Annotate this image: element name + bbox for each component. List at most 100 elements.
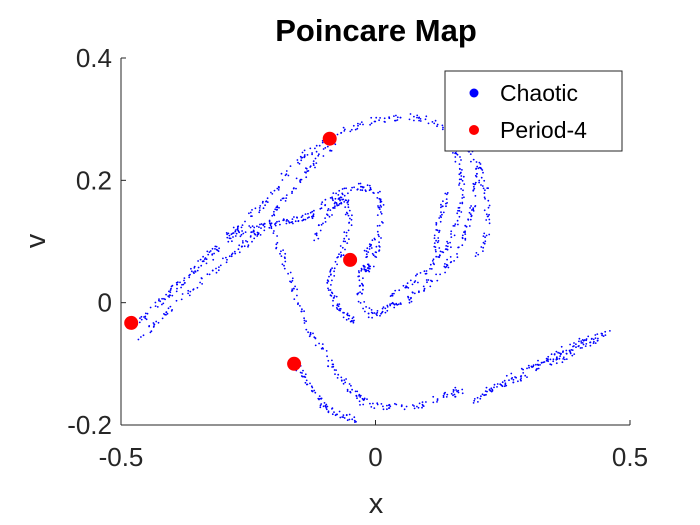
chaotic-point	[450, 230, 453, 233]
chaotic-point	[274, 224, 277, 227]
chaotic-point	[435, 223, 438, 226]
chaotic-point	[344, 240, 347, 243]
legend-chaotic-label: Chaotic	[500, 80, 578, 106]
chaotic-point	[429, 285, 432, 288]
chaotic-point	[467, 218, 469, 221]
chaotic-point	[332, 199, 334, 202]
chaotic-point	[478, 179, 481, 182]
chaotic-point	[329, 269, 332, 272]
chaotic-point	[312, 213, 315, 216]
chaotic-point	[431, 260, 434, 262]
chaotic-point	[240, 233, 243, 236]
chaotic-point	[351, 388, 353, 391]
chaotic-point	[547, 355, 550, 358]
chaotic-point	[457, 246, 459, 249]
chaotic-point	[378, 208, 381, 211]
chaotic-point	[460, 175, 463, 177]
chaotic-point	[562, 358, 565, 360]
chaotic-point	[336, 204, 339, 207]
chaotic-point	[236, 225, 239, 228]
chaotic-point	[602, 335, 605, 337]
chaotic-point	[464, 224, 467, 227]
chaotic-point	[279, 252, 281, 255]
chaotic-point	[301, 151, 304, 154]
chaotic-point	[325, 406, 327, 409]
chaotic-point	[358, 393, 361, 396]
chaotic-point	[429, 263, 432, 266]
chaotic-point	[421, 406, 423, 409]
chaotic-point	[338, 253, 340, 256]
chaotic-point	[488, 213, 490, 216]
chaotic-point	[285, 194, 288, 197]
chaotic-point	[305, 320, 307, 323]
chaotic-point	[161, 297, 164, 300]
chaotic-point	[587, 335, 590, 338]
chaotic-point	[256, 225, 258, 228]
chaotic-point	[485, 386, 488, 389]
chaotic-point	[460, 188, 462, 190]
chaotic-point	[454, 156, 457, 158]
chaotic-point	[487, 199, 490, 202]
chaotic-point	[370, 247, 373, 249]
chaotic-point	[453, 225, 456, 227]
chaotic-point	[287, 174, 290, 177]
chaotic-point	[293, 216, 295, 218]
chaotic-point	[559, 355, 561, 357]
chaotic-point	[296, 294, 298, 297]
chaotic-point	[477, 253, 480, 256]
chaotic-point	[258, 207, 261, 209]
chaotic-point	[520, 375, 523, 377]
chaotic-point	[187, 292, 190, 295]
chaotic-point	[348, 383, 351, 385]
chaotic-point	[413, 281, 416, 284]
chaotic-point	[482, 241, 485, 244]
chaotic-point	[262, 207, 265, 210]
chaotic-point	[596, 339, 599, 342]
chaotic-point	[307, 212, 309, 215]
chaotic-point	[480, 176, 483, 179]
chaotic-point	[196, 269, 199, 272]
chaotic-point	[218, 266, 220, 268]
chaotic-point	[330, 295, 333, 297]
chaotic-point	[163, 313, 165, 315]
chaotic-point	[302, 218, 305, 221]
chaotic-point	[482, 246, 485, 249]
chaotic-point	[370, 406, 373, 408]
chaotic-point	[161, 303, 163, 306]
chaotic-point	[431, 121, 434, 123]
chaotic-point	[461, 179, 464, 182]
chaotic-point	[169, 289, 172, 291]
chaotic-point	[435, 222, 438, 225]
chaotic-point	[363, 249, 366, 252]
chaotic-point	[339, 307, 341, 310]
chaotic-point	[443, 392, 446, 395]
chaotic-point	[303, 375, 306, 378]
chaotic-point	[351, 418, 354, 421]
chaotic-point	[424, 118, 427, 121]
chaotic-point	[303, 149, 306, 152]
chaotic-point	[311, 153, 313, 156]
chaotic-point	[402, 284, 405, 287]
chaotic-point	[438, 217, 441, 219]
chaotic-point	[348, 222, 350, 224]
chaotic-point	[290, 221, 293, 224]
chaotic-point	[187, 289, 190, 292]
chaotic-point	[157, 321, 160, 324]
chaotic-point	[202, 260, 205, 263]
chaotic-point	[526, 376, 528, 378]
chaotic-point	[484, 390, 487, 392]
y-axis-label: v	[20, 233, 52, 248]
chaotic-point	[229, 237, 232, 240]
chaotic-point	[457, 209, 459, 212]
chaotic-point	[368, 270, 371, 273]
chaotic-point	[144, 312, 147, 315]
chaotic-point	[410, 300, 413, 303]
chaotic-point	[389, 304, 392, 307]
chaotic-point	[433, 237, 436, 240]
chaotic-point	[322, 405, 325, 408]
chaotic-point	[291, 279, 294, 282]
chaotic-point	[337, 305, 340, 308]
chaotic-point	[238, 244, 241, 247]
chaotic-point	[324, 221, 327, 223]
chaotic-point	[458, 163, 461, 166]
